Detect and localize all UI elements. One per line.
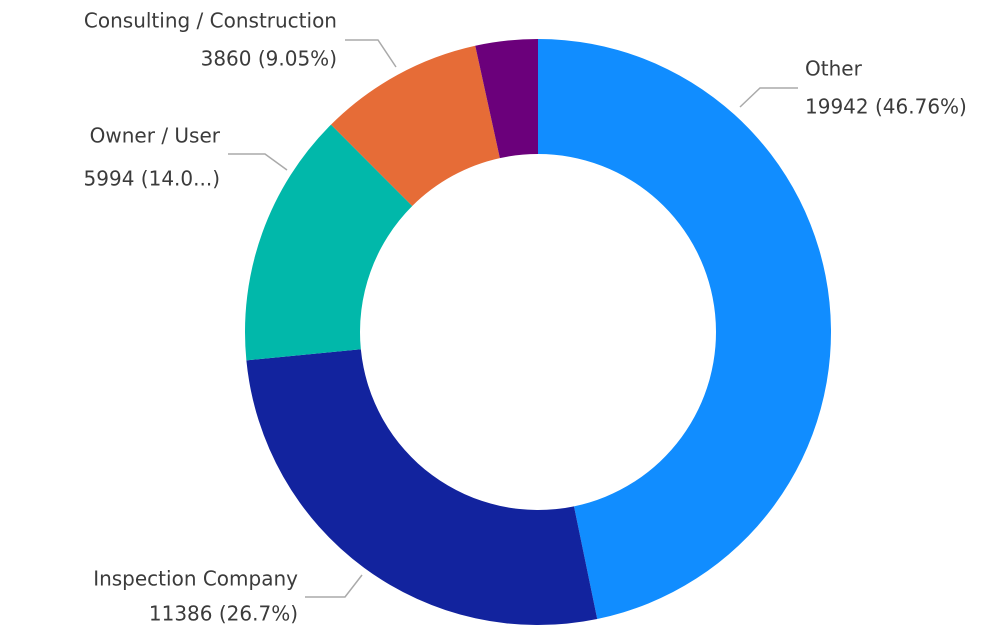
leader-line xyxy=(305,574,363,598)
slice-value: 11386 (26.7%) xyxy=(149,602,298,626)
slice-label: Owner / User xyxy=(90,124,221,148)
leader-line xyxy=(345,39,397,68)
slice xyxy=(538,39,831,619)
slice xyxy=(246,349,598,625)
slice xyxy=(330,45,500,207)
slice-value: 19942 (46.76%) xyxy=(805,95,967,119)
slice-value: 3860 (9.05%) xyxy=(201,47,337,71)
slice-value: 5994 (14.0...) xyxy=(84,167,220,191)
slice-label: Consulting / Construction xyxy=(84,9,337,33)
slice-label: Other xyxy=(805,57,863,81)
slice-label: Inspection Company xyxy=(93,567,298,591)
leader-line xyxy=(228,153,288,171)
leader-line xyxy=(739,87,798,108)
slice xyxy=(475,39,538,159)
slice xyxy=(244,124,413,361)
